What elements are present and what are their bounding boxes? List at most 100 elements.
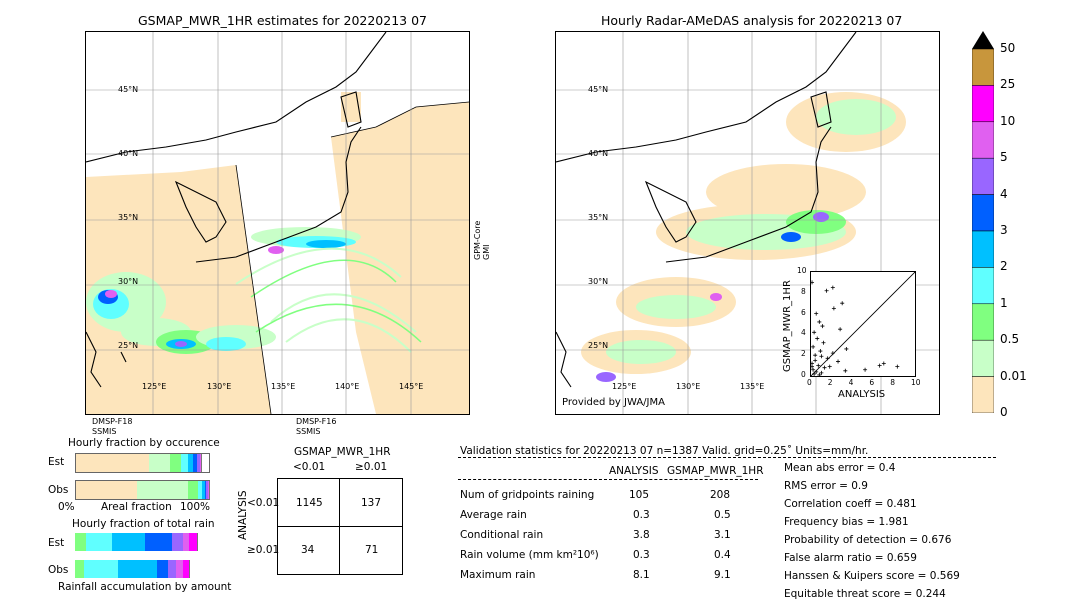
scatter-point — [815, 336, 820, 341]
colorbar-tick-label: 1 — [1000, 295, 1008, 310]
colorbar-segment — [972, 230, 994, 268]
validation-row-a-2: 0.3 — [633, 509, 650, 521]
scatter-point — [813, 358, 818, 363]
score-2: RMS error = 0.9 — [784, 480, 868, 492]
scatter-point — [820, 324, 825, 329]
colorbar-segment — [972, 48, 994, 86]
scatter-point — [843, 368, 848, 373]
contingency-col-1: <0.01 — [293, 461, 326, 473]
occurrence-title: Hourly fraction by occurence — [68, 437, 220, 449]
scatter-point — [811, 364, 815, 369]
colorbar-tick-label: 0.5 — [1000, 332, 1020, 347]
validation-row-label-3: Conditional rain — [460, 529, 544, 541]
scatter-point — [812, 371, 817, 376]
scatter-ytick: 6 — [801, 307, 806, 317]
scatter-point — [811, 280, 815, 285]
left-lat-label-35: 35°N — [118, 213, 139, 222]
totalrain-est-label: Est — [48, 537, 65, 549]
scatter-point — [816, 363, 821, 368]
totalrain-obs-label: Obs — [48, 564, 69, 576]
contingency-title: GSMAP_MWR_1HR — [294, 446, 391, 458]
left-lon-label-140: 140°E — [335, 382, 360, 391]
occurrence-est-label: Est — [48, 456, 65, 468]
contingency-row-1: <0.01 — [247, 497, 280, 509]
scatter-point — [811, 344, 816, 349]
scatter-inset — [810, 271, 916, 377]
left-lat-label-30: 30°N — [118, 277, 139, 286]
scatter-point — [811, 367, 816, 372]
right-map-panel — [555, 31, 940, 415]
validation-divider-top — [458, 457, 996, 458]
fraction-segment — [199, 454, 203, 472]
left-map-svg — [86, 32, 469, 414]
scatter-ytick: 10 — [797, 266, 807, 275]
score-1: Mean abs error = 0.4 — [784, 462, 896, 474]
score-4: Frequency bias = 1.981 — [784, 516, 909, 528]
colorbar-tick-label: 5 — [1000, 150, 1008, 165]
left-map-title: GSMAP_MWR_1HR estimates for 20220213 07 — [138, 13, 427, 28]
scatter-point — [844, 346, 849, 351]
score-3: Correlation coeff = 0.481 — [784, 498, 917, 510]
scatter-xtick: 10 — [911, 378, 921, 387]
score-5: Probability of detection = 0.676 — [784, 534, 952, 546]
scatter-point — [814, 369, 819, 374]
scatter-xtick: 6 — [869, 378, 875, 387]
colorbar-segment — [972, 339, 994, 377]
score-6: False alarm ratio = 0.659 — [784, 552, 917, 564]
validation-col-gsmap: GSMAP_MWR_1HR — [667, 465, 764, 477]
scatter-point — [840, 301, 845, 306]
colorbar-tick-label: 10 — [1000, 113, 1016, 128]
colorbar-segment — [972, 376, 994, 413]
validation-row-a-1: 105 — [629, 489, 650, 501]
colorbar-segment — [972, 121, 994, 159]
right-map-svg — [556, 32, 939, 414]
left-map-panel — [85, 31, 470, 415]
validation-row-g-5: 9.1 — [714, 569, 731, 581]
scatter-diagonal — [811, 272, 915, 376]
colorbar-tick-label: 0 — [1000, 405, 1008, 419]
scatter-ytick: 4 — [801, 328, 806, 338]
colorbar-segment — [972, 267, 994, 305]
right-map-credit: Provided by JWA/JMA — [562, 397, 665, 408]
colorbar-extend-triangle — [972, 31, 994, 49]
left-lon-label-145: 145°E — [399, 382, 424, 391]
scatter-point — [814, 311, 819, 316]
contingency-table: 1145 137 34 71 — [277, 478, 403, 575]
validation-row-a-5: 8.1 — [633, 569, 650, 581]
scatter-point — [811, 361, 815, 366]
scatter-point — [881, 361, 886, 366]
scatter-point — [838, 327, 843, 332]
right-lat-label-35: 35°N — [588, 213, 609, 222]
validation-row-g-2: 0.5 — [714, 509, 731, 521]
validation-row-label-2: Average rain — [460, 509, 527, 521]
validation-row-a-4: 0.3 — [633, 549, 650, 561]
left-lon-label-135: 135°E — [271, 382, 296, 391]
validation-header: Validation statistics for 20220213 07 n=… — [460, 445, 869, 457]
left-lon-label-125: 125°E — [142, 382, 167, 391]
scatter-point — [812, 330, 817, 335]
contingency-cell-22: 71 — [365, 544, 379, 556]
totalrain-est-bar — [75, 533, 208, 551]
scatter-point — [895, 364, 900, 369]
fraction-segment — [137, 481, 189, 499]
right-lon-label-135: 135°E — [740, 382, 765, 391]
left-map-side-label: GPM-Core GMI — [473, 220, 491, 260]
scatter-ytick: 8 — [801, 286, 806, 296]
scatter-point — [827, 364, 832, 369]
totalrain-title: Hourly fraction of total rain — [72, 518, 215, 530]
colorbar-segment — [972, 157, 994, 195]
scatter-point — [819, 370, 824, 375]
scatter-point — [819, 354, 824, 359]
scatter-point — [830, 351, 835, 356]
scatter-plot — [811, 272, 915, 376]
scatter-point — [863, 367, 868, 372]
occurrence-obs-label: Obs — [48, 484, 69, 496]
colorbar-segment — [972, 85, 994, 123]
colorbar-tick-label: 0.01 — [1000, 368, 1027, 383]
colorbar-tick-label: 25 — [1000, 77, 1016, 92]
validation-row-g-1: 208 — [710, 489, 731, 501]
scatter-ytick: 0 — [801, 370, 806, 379]
validation-col-analysis: ANALYSIS — [609, 465, 659, 477]
scatter-point — [830, 285, 835, 290]
colorbar-tick-label: 4 — [1000, 186, 1008, 201]
